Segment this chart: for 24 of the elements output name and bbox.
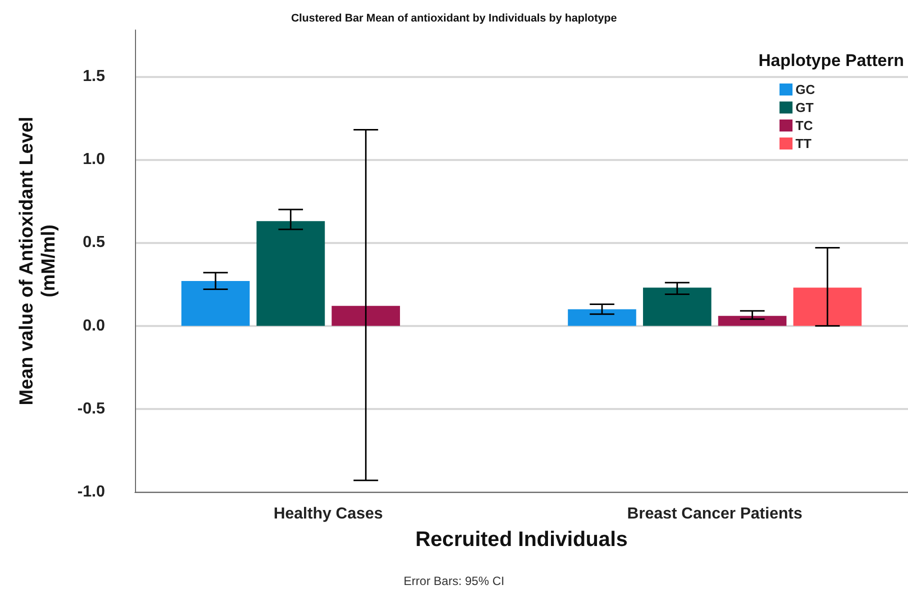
y-tick-label: -0.5 xyxy=(77,400,106,418)
legend-label: GC xyxy=(796,82,816,97)
text: Error Bars: 95% CI xyxy=(404,574,504,588)
x-tick-label: Healthy Cases xyxy=(274,506,384,522)
y-tick-label: 0.0 xyxy=(82,317,106,334)
x-axis-title: Recruited Individuals xyxy=(415,528,628,551)
x-tick-label: Breast Cancer Patients xyxy=(627,506,802,522)
y-axis-title: Mean value of Antioxidant Level (mM/ml) xyxy=(16,116,60,406)
bar xyxy=(256,221,325,326)
chart-title: Clustered Bar Mean of antioxidant by Individuals by haplotype xyxy=(291,12,617,24)
bar xyxy=(332,306,400,326)
bar xyxy=(181,280,250,326)
legend-label: TC xyxy=(796,118,814,133)
bar xyxy=(793,288,862,326)
y-tick-label: 1.5 xyxy=(82,68,106,86)
y-tick-label: 0.5 xyxy=(82,234,106,252)
legend-label: TT xyxy=(796,136,812,151)
legend-title: Haplotype Pattern xyxy=(758,51,904,70)
y-tick-label: -1.0 xyxy=(77,484,106,500)
legend-label: GT xyxy=(796,100,814,115)
bar xyxy=(718,316,786,326)
bar xyxy=(643,288,712,326)
bar xyxy=(568,309,636,326)
y-tick-label: 1.0 xyxy=(82,151,106,168)
